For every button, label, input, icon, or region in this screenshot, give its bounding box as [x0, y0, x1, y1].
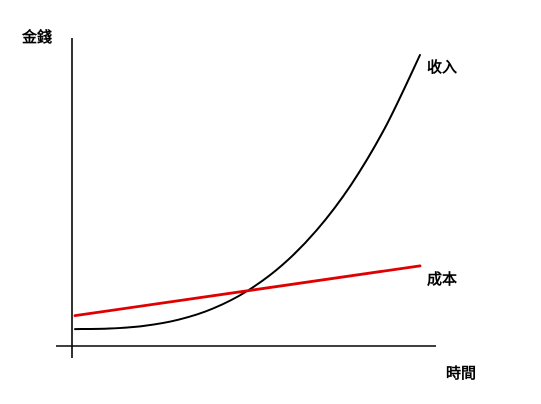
y-axis-label: 金錢 [21, 28, 52, 46]
series-line-0 [74, 54, 421, 331]
series-line-1 [73, 264, 422, 318]
series-label-1: 成本 [427, 270, 457, 288]
series-layer [73, 54, 422, 331]
x-axis-label: 時間 [446, 364, 476, 382]
series-label-0: 收入 [427, 58, 457, 76]
